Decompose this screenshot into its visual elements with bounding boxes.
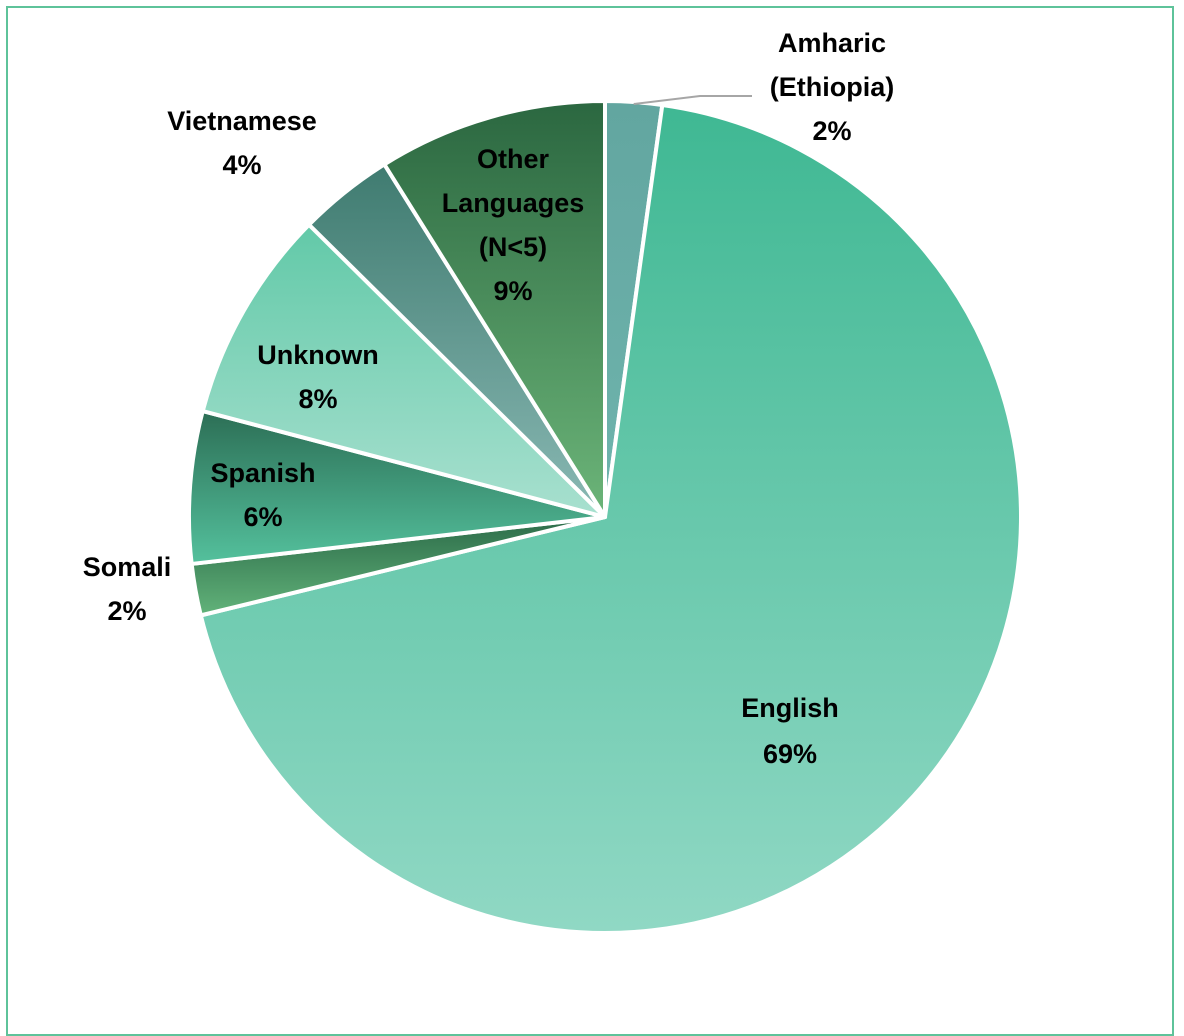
percent-somali: 2%: [107, 596, 146, 626]
percent-spanish: 6%: [243, 502, 282, 532]
label-other: Other Languages (N<5) 9%: [442, 144, 585, 306]
name-other: Other: [477, 144, 550, 174]
label-english: English 69%: [741, 693, 839, 769]
percent-amharic: 2%: [812, 116, 851, 146]
slice-spanish: [187, 409, 607, 566]
name-amharic: Amharic: [778, 28, 886, 58]
name-unknown: Unknown: [257, 340, 379, 370]
pie-slices: [187, 99, 1023, 935]
percent-english: 69%: [763, 739, 817, 769]
name-other: Languages: [442, 188, 585, 218]
name-spanish: Spanish: [210, 458, 315, 488]
leader-lines: [633, 95, 752, 105]
name-other: (N<5): [479, 232, 547, 262]
label-unknown: Unknown 8%: [257, 340, 379, 414]
label-spanish: Spanish 6%: [210, 458, 315, 532]
label-somali: Somali 2%: [83, 552, 172, 626]
name-somali: Somali: [83, 552, 172, 582]
slice-labels: Amharic (Ethiopia) 2% English 69% Somali 2% Spa…: [83, 28, 895, 769]
name-amharic: (Ethiopia): [770, 72, 894, 102]
percent-vietnamese: 4%: [222, 150, 261, 180]
percent-unknown: 8%: [298, 384, 337, 414]
slice-english: [198, 102, 1023, 935]
leader-line-amharic: [633, 95, 752, 105]
name-english: English: [741, 693, 839, 723]
slice-unknown: [200, 222, 607, 519]
label-amharic: Amharic (Ethiopia) 2%: [770, 28, 894, 146]
slice-other: [382, 99, 607, 519]
percent-other: 9%: [493, 276, 532, 306]
name-vietnamese: Vietnamese: [167, 106, 317, 136]
label-vietnamese: Vietnamese 4%: [167, 106, 317, 180]
